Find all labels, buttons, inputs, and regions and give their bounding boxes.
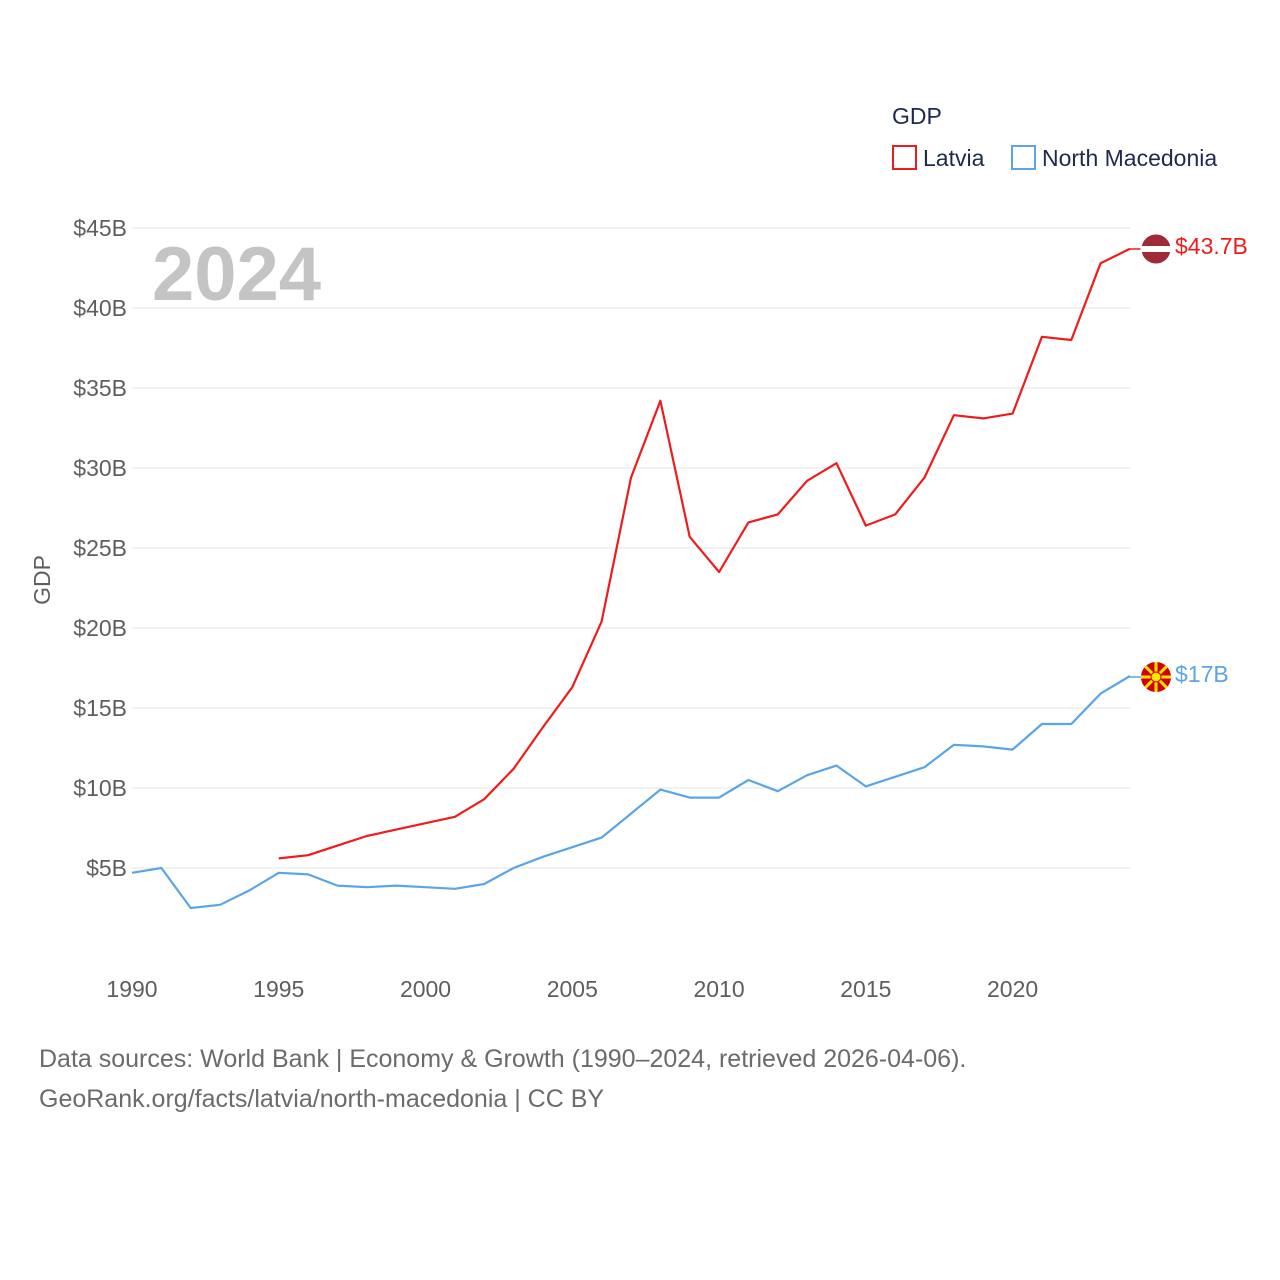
source-note-line-2: GeoRank.org/facts/latvia/north-macedonia… — [39, 1085, 605, 1113]
y-tick-label: $15B — [73, 695, 127, 721]
series-line-latvia — [278, 247, 1131, 860]
legend-title: GDP — [892, 103, 942, 129]
legend: GDP Latvia North Macedonia — [892, 103, 1217, 171]
y-tick-label: $40B — [73, 295, 127, 321]
series-lines — [131, 247, 1131, 910]
y-tick-label: $20B — [73, 615, 127, 641]
legend-item-north-macedonia: North Macedonia — [1042, 145, 1217, 171]
source-note-line-1: Data sources: World Bank | Economy & Gro… — [39, 1045, 967, 1073]
x-tick-label: 2010 — [693, 976, 744, 1002]
latvia-end-marker: $43.7B — [1130, 233, 1248, 265]
gdp-line-chart: $5B $10B $15B $20B $25B $30B $35B $40B $45B 1990… — [29, 103, 1248, 1002]
legend-swatch-latvia — [892, 145, 917, 170]
y-tick-label: $35B — [73, 375, 127, 401]
x-tick-label: 1995 — [253, 976, 304, 1002]
north-macedonia-end-value: $17B — [1175, 661, 1229, 687]
y-tick-label: $10B — [73, 775, 127, 801]
y-axis-label: GDP — [29, 555, 55, 605]
year-watermark: 2024 — [152, 232, 321, 317]
y-axis-tick-labels: $5B $10B $15B $20B $25B $30B $35B $40B $45B — [73, 215, 127, 881]
y-tick-label: $45B — [73, 215, 127, 241]
north-macedonia-flag-icon — [1141, 662, 1171, 692]
series-line-north-macedonia — [131, 675, 1131, 910]
gridlines — [132, 227, 1130, 869]
x-tick-label: 2015 — [840, 976, 891, 1002]
y-tick-label: $25B — [73, 535, 127, 561]
x-tick-label: 2000 — [400, 976, 451, 1002]
legend-item-latvia: Latvia — [923, 145, 985, 171]
latvia-flag-icon — [1140, 233, 1172, 265]
x-axis-tick-labels: 1990 1995 2000 2005 2010 2015 2020 — [106, 976, 1038, 1002]
y-tick-label: $30B — [73, 455, 127, 481]
x-tick-label: 1990 — [106, 976, 157, 1002]
north-macedonia-end-marker: $17B — [1130, 661, 1229, 692]
y-tick-label: $5B — [86, 855, 127, 881]
legend-swatch-north-macedonia — [1011, 145, 1036, 170]
x-tick-label: 2005 — [547, 976, 598, 1002]
latvia-end-value: $43.7B — [1175, 233, 1248, 259]
x-tick-label: 2020 — [987, 976, 1038, 1002]
